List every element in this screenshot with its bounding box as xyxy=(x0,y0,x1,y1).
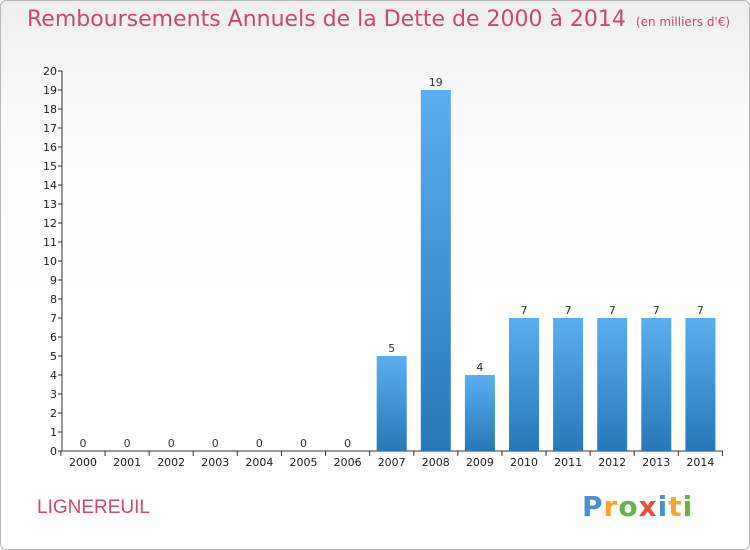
y-tick-label: 1 xyxy=(50,426,57,439)
x-tick-label: 2004 xyxy=(245,456,273,469)
x-tick-label: 2006 xyxy=(334,456,362,469)
logo-letter: r xyxy=(603,490,619,523)
bar xyxy=(509,318,539,451)
bar xyxy=(376,356,407,451)
x-tick-label: 2012 xyxy=(598,456,626,469)
chart-unit: (en milliers d'€) xyxy=(635,15,731,29)
y-tick-label: 16 xyxy=(43,141,57,154)
y-tick-label: 18 xyxy=(43,103,57,116)
y-tick-label: 17 xyxy=(43,122,57,135)
y-tick-label: 20 xyxy=(43,65,57,78)
y-tick-label: 14 xyxy=(43,179,57,192)
logo-letter: o xyxy=(618,490,639,523)
bar-value-label: 0 xyxy=(344,437,351,450)
x-tick-label: 2001 xyxy=(113,456,141,469)
bar-value-label: 0 xyxy=(256,437,263,450)
y-tick-label: 4 xyxy=(50,369,57,382)
bar xyxy=(553,318,584,451)
bar-value-label: 0 xyxy=(80,437,87,450)
logo-letter: t xyxy=(668,490,683,523)
y-tick-label: 11 xyxy=(43,236,57,249)
bar xyxy=(685,318,716,451)
y-tick-label: 12 xyxy=(43,217,57,230)
bar-value-label: 0 xyxy=(212,437,219,450)
y-tick-label: 15 xyxy=(43,160,57,173)
y-tick-label: 2 xyxy=(50,407,57,420)
bar-value-label: 0 xyxy=(300,437,307,450)
x-tick-label: 2000 xyxy=(69,456,97,469)
proxiti-logo[interactable]: Proxiti xyxy=(582,490,693,523)
y-tick-label: 5 xyxy=(50,350,57,363)
commune-name: LIGNEREUIL xyxy=(37,497,150,518)
y-tick-label: 10 xyxy=(43,255,57,268)
chart-title: Remboursements Annuels de la Dette de 20… xyxy=(27,7,730,32)
x-tick-label: 2009 xyxy=(466,456,494,469)
bar xyxy=(641,318,672,451)
x-tick-label: 2008 xyxy=(422,456,450,469)
bar-value-label: 0 xyxy=(168,437,175,450)
y-tick-label: 8 xyxy=(50,293,57,306)
chart-bars xyxy=(376,90,716,451)
x-tick-label: 2002 xyxy=(157,456,185,469)
y-tick-label: 3 xyxy=(50,388,57,401)
bar-value-label: 5 xyxy=(388,342,395,355)
logo-letter: i xyxy=(657,490,669,523)
y-tick-label: 19 xyxy=(43,84,57,97)
y-tick-label: 7 xyxy=(50,312,57,325)
x-tick-label: 2005 xyxy=(290,456,318,469)
x-tick-label: 2010 xyxy=(510,456,538,469)
bar-value-label: 7 xyxy=(653,304,660,317)
x-tick-label: 2013 xyxy=(642,456,670,469)
logo-letter: x xyxy=(638,490,658,523)
bar xyxy=(464,375,495,451)
bar-value-label: 7 xyxy=(697,304,704,317)
x-tick-label: 2011 xyxy=(554,456,582,469)
y-tick-label: 0 xyxy=(50,445,57,458)
y-tick-label: 13 xyxy=(43,198,57,211)
bar-value-label: 4 xyxy=(476,361,483,374)
x-tick-label: 2003 xyxy=(201,456,229,469)
bar xyxy=(597,318,628,451)
y-tick-label: 9 xyxy=(50,274,57,287)
chart-labels: 0 0 0 0 0 0 0 5 19 4 7 7 7 7 7 xyxy=(80,76,704,450)
x-tick-label: 2007 xyxy=(378,456,406,469)
x-tick-label: 2014 xyxy=(686,456,714,469)
bar-value-label: 7 xyxy=(609,304,616,317)
logo-letter: P xyxy=(582,490,604,523)
bar-value-label: 7 xyxy=(521,304,528,317)
bar xyxy=(420,90,451,451)
bar-value-label: 19 xyxy=(429,76,443,89)
bar-value-label: 0 xyxy=(124,437,131,450)
bar-value-label: 7 xyxy=(565,304,572,317)
chart-title-text: Remboursements Annuels de la Dette de 20… xyxy=(27,7,626,32)
logo-letter: i xyxy=(682,490,694,523)
y-tick-label: 6 xyxy=(50,331,57,344)
